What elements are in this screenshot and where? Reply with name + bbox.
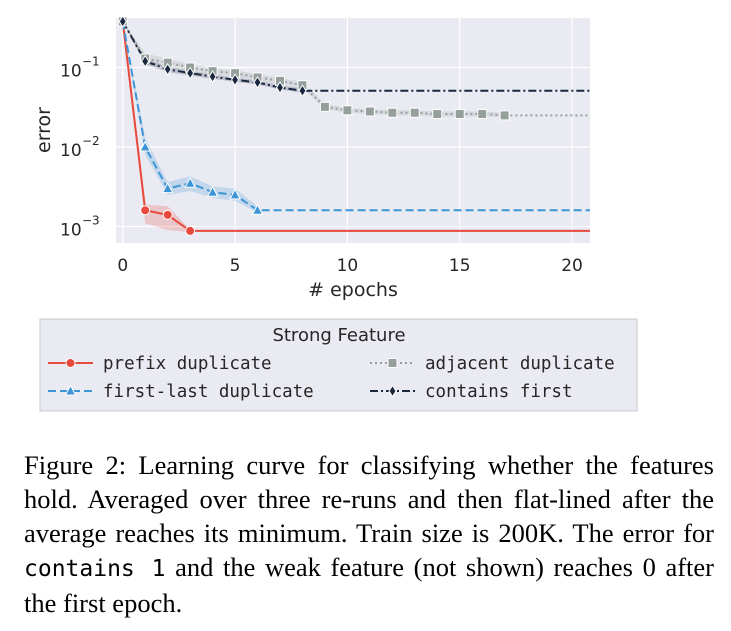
data-point-diamond bbox=[253, 75, 262, 89]
x-tick-labels: 0 5 10 15 20 bbox=[117, 256, 583, 276]
data-point-triangle bbox=[251, 203, 264, 215]
data-point-diamond bbox=[388, 384, 397, 398]
y-tick-label: 10 −3 bbox=[60, 213, 100, 240]
caption-text: Figure 2: Learning curve for classifying… bbox=[24, 450, 714, 548]
caption-code: contains 1 bbox=[24, 556, 166, 582]
series-line bbox=[121, 20, 590, 92]
data-point-circle bbox=[65, 358, 76, 368]
y-tick-base: 10 bbox=[60, 141, 82, 161]
legend-entry: contains first bbox=[370, 382, 573, 402]
y-tick-label: 10 −2 bbox=[60, 134, 100, 161]
y-tick-exponent: −1 bbox=[82, 55, 100, 69]
data-point-diamond bbox=[141, 54, 150, 68]
data-point-square bbox=[387, 358, 398, 368]
data-point-diamond bbox=[275, 81, 285, 94]
data-point-triangle bbox=[229, 188, 241, 200]
x-axis-label: # epochs bbox=[308, 279, 398, 301]
caption-text-end: and the weak feature (not shown) reaches… bbox=[24, 552, 714, 618]
data-point-square bbox=[454, 109, 465, 120]
figure-caption: Figure 2: Learning curve for classifying… bbox=[24, 448, 714, 620]
data-point-triangle bbox=[139, 140, 152, 152]
data-point-square bbox=[409, 107, 420, 118]
confidence-band bbox=[122, 21, 258, 213]
confidence-band bbox=[122, 21, 505, 117]
x-tick-label: 20 bbox=[561, 256, 583, 276]
data-point-triangle bbox=[184, 176, 196, 188]
y-tick-base: 10 bbox=[60, 220, 82, 240]
y-tick-exponent: −3 bbox=[82, 213, 100, 227]
y-tick-labels: 10−110−210−3 bbox=[60, 55, 100, 241]
data-point-square bbox=[364, 106, 375, 117]
x-tick-label: 0 bbox=[117, 256, 128, 276]
data-point-square bbox=[387, 107, 398, 118]
series-line bbox=[121, 21, 590, 212]
data-point-diamond bbox=[298, 84, 307, 98]
data-point-diamond bbox=[208, 70, 217, 83]
data-point-circle bbox=[162, 209, 173, 220]
data-point-square bbox=[342, 105, 353, 116]
legend-entry: prefix duplicate bbox=[48, 354, 272, 374]
legend-label: first-last duplicate bbox=[103, 382, 314, 402]
data-point-circle bbox=[140, 205, 151, 216]
data-point-square bbox=[319, 101, 330, 112]
legend-box bbox=[39, 318, 638, 412]
data-point-diamond bbox=[230, 73, 240, 87]
data-point-diamond bbox=[118, 15, 127, 28]
data-point-triangle bbox=[64, 384, 77, 396]
plot-area bbox=[116, 18, 590, 243]
data-point-square bbox=[477, 109, 488, 120]
legend-entry: first-last duplicate bbox=[48, 382, 314, 402]
learning-curve-chart: 0 5 10 15 20 10−110−210−3 # epochs error Str… bbox=[33, 14, 638, 412]
y-tick-label: 10 −1 bbox=[60, 55, 100, 82]
legend: Strong Feature prefix duplicate first-las… bbox=[39, 318, 638, 412]
y-tick-exponent: −2 bbox=[82, 134, 100, 148]
legend-title: Strong Feature bbox=[272, 325, 405, 346]
data-point-square bbox=[499, 110, 510, 121]
data-point-diamond bbox=[186, 66, 195, 80]
data-point-circle bbox=[185, 225, 196, 236]
legend-label: contains first bbox=[425, 382, 573, 402]
x-tick-label: 5 bbox=[230, 256, 241, 276]
y-tick-base: 10 bbox=[60, 62, 82, 82]
data-point-triangle bbox=[206, 185, 219, 197]
x-tick-label: 15 bbox=[449, 256, 471, 276]
data-point-square bbox=[432, 109, 443, 120]
data-point-triangle bbox=[161, 182, 174, 194]
legend-label: prefix duplicate bbox=[103, 354, 272, 374]
data-point-diamond bbox=[163, 62, 172, 76]
series-markers bbox=[116, 14, 510, 236]
legend-entry: adjacent duplicate bbox=[370, 354, 615, 374]
x-tick-label: 10 bbox=[337, 256, 359, 276]
legend-label: adjacent duplicate bbox=[425, 354, 615, 374]
y-axis-label: error bbox=[33, 107, 55, 153]
